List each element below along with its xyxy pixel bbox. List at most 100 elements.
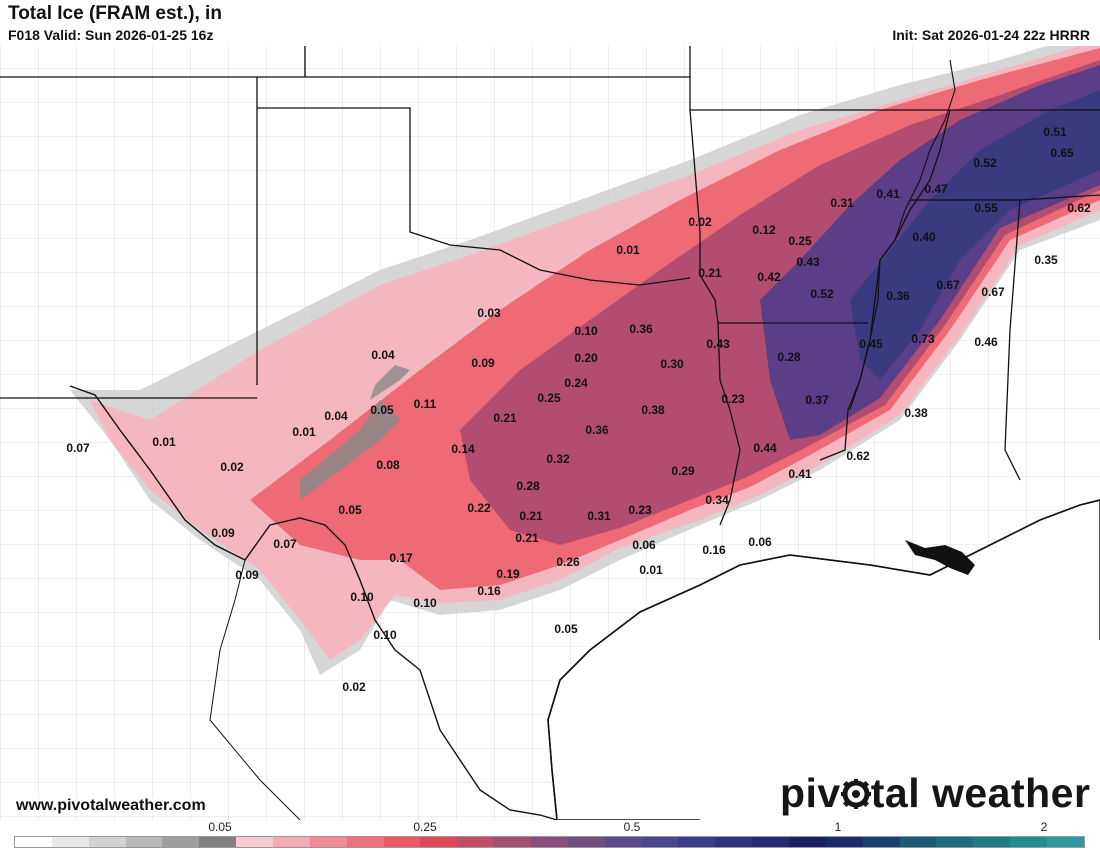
accumulation-label: 0.05 (554, 622, 578, 636)
colorbar-swatch (715, 837, 753, 847)
accumulation-label: 0.31 (830, 196, 854, 210)
colorbar (14, 836, 1085, 848)
colorbar-swatch (825, 837, 863, 847)
mississippi-river (849, 59, 956, 411)
accumulation-label: 0.28 (516, 479, 540, 493)
accumulation-label: 0.04 (371, 348, 395, 362)
logo-text-left: piv (780, 770, 841, 816)
colorbar-tick: 0.5 (623, 820, 641, 834)
accumulation-label: 0.52 (810, 287, 834, 301)
colorbar-swatch (88, 837, 126, 847)
accumulation-label: 0.01 (616, 243, 640, 257)
accumulation-label: 0.21 (493, 411, 517, 425)
accumulation-label: 0.38 (641, 403, 665, 417)
map-header: Total Ice (FRAM est.), in F018 Valid: Su… (0, 0, 1100, 46)
accumulation-label: 0.10 (350, 590, 374, 604)
accumulation-label: 0.28 (777, 350, 801, 364)
accumulation-label: 0.26 (556, 555, 580, 569)
init-time: Init: Sat 2026-01-24 22z HRRR (892, 27, 1090, 43)
colorbar-tick: 2 (1040, 820, 1048, 834)
colorbar-swatch (494, 837, 532, 847)
louisiana-marsh (905, 540, 975, 575)
accumulation-label: 0.42 (757, 270, 781, 284)
accumulation-label: 0.05 (370, 403, 394, 417)
accumulation-label: 0.02 (220, 460, 244, 474)
colorbar-swatch (383, 837, 421, 847)
accumulation-label: 0.51 (1043, 125, 1067, 139)
mexico-state-line (209, 559, 301, 820)
accumulation-labels: 0.51 0.65 0.52 0.47 0.41 0.31 0.55 0.62 0.02 0.12… (66, 125, 1091, 694)
colorbar-tick: 1 (834, 820, 842, 834)
gulf-county-mask (700, 640, 1100, 820)
texas-coastline (547, 499, 1100, 820)
colorbar-swatch (199, 837, 237, 847)
accumulation-label: 0.25 (788, 234, 812, 248)
colorbar-swatch (973, 837, 1011, 847)
accumulation-label: 0.67 (981, 285, 1005, 299)
website-url[interactable]: www.pivotalweather.com (14, 797, 208, 815)
accumulation-label: 0.38 (904, 406, 928, 420)
colorbar-swatch (51, 837, 89, 847)
accumulation-label: 0.62 (1067, 201, 1091, 215)
accumulation-label: 0.03 (477, 306, 501, 320)
colorbar-tick: 0.05 (208, 820, 232, 834)
accumulation-label: 0.30 (660, 357, 684, 371)
colorbar-swatch (15, 837, 52, 847)
colorbar-swatch (641, 837, 679, 847)
accumulation-label: 0.55 (974, 201, 998, 215)
accumulation-label: 0.02 (342, 680, 366, 694)
rio-grande-border (69, 385, 558, 820)
accumulation-label: 0.01 (152, 435, 176, 449)
accumulation-label: 0.24 (564, 376, 588, 390)
accumulation-label: 0.19 (496, 567, 520, 581)
colorbar-swatch (125, 837, 163, 847)
accumulation-label: 0.16 (477, 584, 501, 598)
colorbar-swatch (309, 837, 347, 847)
colorbar-swatch (899, 837, 937, 847)
ice-gray-streak-2 (370, 365, 410, 400)
colorbar-swatch (862, 837, 900, 847)
accumulation-label: 0.06 (632, 538, 656, 552)
accumulation-label: 0.14 (451, 442, 475, 456)
accumulation-label: 0.31 (587, 509, 611, 523)
accumulation-label: 0.21 (515, 531, 539, 545)
accumulation-label: 0.21 (698, 266, 722, 280)
accumulation-label: 0.11 (414, 397, 437, 411)
accumulation-label: 0.45 (859, 337, 883, 351)
accumulation-label: 0.32 (546, 452, 570, 466)
colorbar-swatch (162, 837, 200, 847)
accumulation-label: 0.10 (574, 324, 598, 338)
colorbar-tick: 0.25 (413, 820, 437, 834)
gear-icon (840, 779, 871, 809)
accumulation-label: 0.29 (671, 464, 695, 478)
accumulation-label: 0.09 (235, 568, 259, 582)
accumulation-label: 0.12 (752, 223, 776, 237)
colorbar-swatch (420, 837, 458, 847)
accumulation-label: 0.20 (574, 351, 598, 365)
map-title: Total Ice (FRAM est.), in (8, 3, 222, 24)
accumulation-label: 0.41 (788, 467, 812, 481)
accumulation-label: 0.73 (911, 332, 935, 346)
accumulation-label: 0.47 (924, 182, 948, 196)
accumulation-label: 0.22 (467, 501, 491, 515)
accumulation-label: 0.67 (936, 278, 960, 292)
accumulation-label: 0.10 (413, 596, 437, 610)
colorbar-swatch (678, 837, 716, 847)
colorbar-swatch (1010, 837, 1048, 847)
accumulation-label: 0.08 (376, 458, 400, 472)
pivotal-weather-logo: piv tal weather (780, 770, 1090, 817)
logo-text-right: tal weather (870, 770, 1091, 816)
accumulation-label: 0.07 (66, 441, 90, 455)
accumulation-label: 0.06 (748, 535, 772, 549)
colorbar-swatch (936, 837, 974, 847)
colorbar-swatch (604, 837, 642, 847)
accumulation-label: 0.43 (706, 337, 730, 351)
accumulation-label: 0.36 (629, 322, 653, 336)
accumulation-label: 0.46 (974, 335, 998, 349)
accumulation-label: 0.10 (373, 628, 397, 642)
accumulation-label: 0.02 (688, 215, 712, 229)
accumulation-label: 0.36 (585, 423, 609, 437)
colorbar-swatch (457, 837, 495, 847)
colorbar-swatch (346, 837, 384, 847)
colorbar-swatch (273, 837, 310, 847)
